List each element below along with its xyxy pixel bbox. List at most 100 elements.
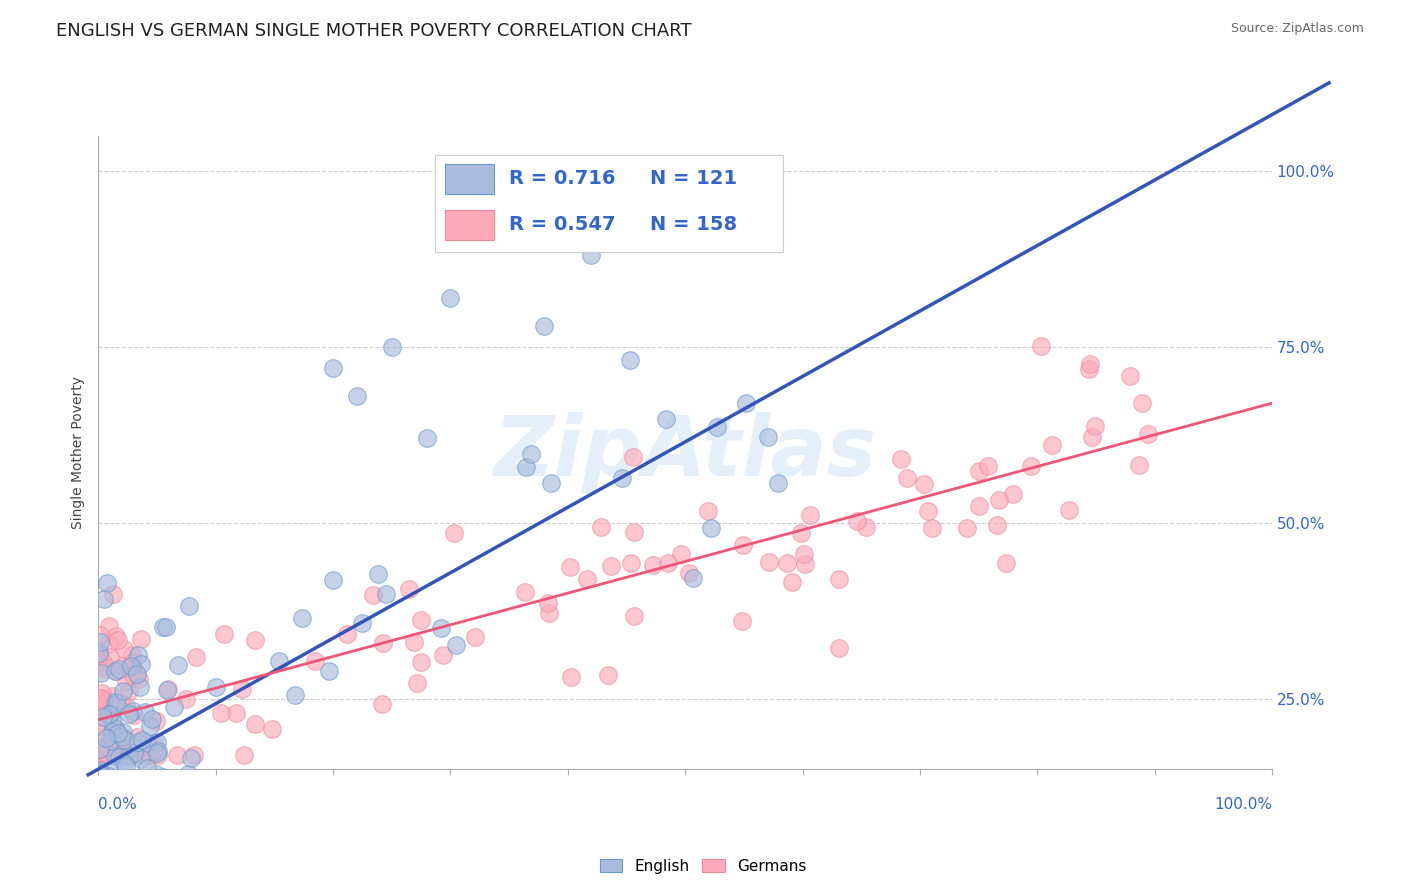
Point [969,500,991,514]
Point [141,712,163,726]
Point [1128,458,1150,473]
Point [91,691,114,706]
Point [560,670,582,684]
Point [988,492,1011,507]
Point [89,628,111,642]
Point [107,632,129,647]
Point [735,396,758,410]
Point [89,747,111,762]
Point [90,828,112,842]
Point [152,620,174,634]
Point [643,558,665,572]
Point [398,582,420,596]
Point [91,797,114,812]
Text: N = 158: N = 158 [650,215,737,234]
Point [766,475,789,490]
Point [143,736,166,750]
Text: 0.0%: 0.0% [98,797,138,813]
Point [623,609,645,624]
Point [976,459,998,474]
Point [243,633,266,648]
Point [322,361,344,376]
Point [125,666,148,681]
Point [101,724,124,739]
Point [87,832,110,847]
Point [112,659,135,673]
Point [430,621,453,635]
Point [104,695,127,709]
Point [112,747,135,762]
Point [96,784,118,798]
Point [115,759,138,773]
Point [131,733,153,747]
Legend: English, Germans: English, Germans [593,853,813,880]
Point [101,737,124,751]
Point [114,747,136,762]
Point [599,559,621,574]
FancyBboxPatch shape [444,210,494,240]
Point [89,832,111,847]
Point [100,734,122,748]
Point [205,680,228,694]
Point [148,747,170,762]
Point [125,667,148,681]
Point [89,741,111,756]
Point [104,747,127,761]
Point [409,655,432,669]
Point [101,747,124,762]
Point [177,599,200,613]
Point [986,518,1008,533]
Point [91,801,114,815]
Text: ENGLISH VS GERMAN SINGLE MOTHER POVERTY CORRELATION CHART: ENGLISH VS GERMAN SINGLE MOTHER POVERTY … [56,22,692,40]
Point [94,832,117,847]
Point [183,747,205,762]
Point [921,521,943,535]
Point [115,747,138,762]
Point [108,662,131,676]
Point [533,318,555,333]
Point [93,662,115,676]
Point [118,707,141,722]
Point [1057,502,1080,516]
Point [184,650,207,665]
Point [91,694,114,708]
Point [101,722,124,736]
Point [1137,426,1160,441]
Point [967,465,990,479]
Point [370,697,392,711]
Point [110,832,132,847]
Point [105,790,128,805]
Point [163,700,186,714]
Point [127,735,149,749]
Point [107,747,129,762]
Point [89,767,111,781]
Point [87,747,110,762]
Point [180,801,202,815]
Point [96,660,118,674]
Point [141,779,163,793]
Point [406,676,429,690]
Point [127,648,149,662]
Point [575,572,598,586]
Point [111,683,134,698]
Point [1029,339,1052,353]
Point [107,827,129,841]
Point [89,832,111,847]
Point [678,566,700,581]
Point [166,747,188,762]
Point [373,635,395,649]
Point [896,471,918,485]
Point [97,789,120,804]
Point [538,607,561,621]
Point [917,504,939,518]
Point [122,705,145,719]
Point [222,798,245,813]
Point [139,747,162,762]
Point [581,248,603,262]
Point [162,832,184,847]
Point [145,767,167,781]
Point [100,690,122,704]
Point [89,649,111,664]
Point [96,747,118,762]
Point [828,572,851,586]
